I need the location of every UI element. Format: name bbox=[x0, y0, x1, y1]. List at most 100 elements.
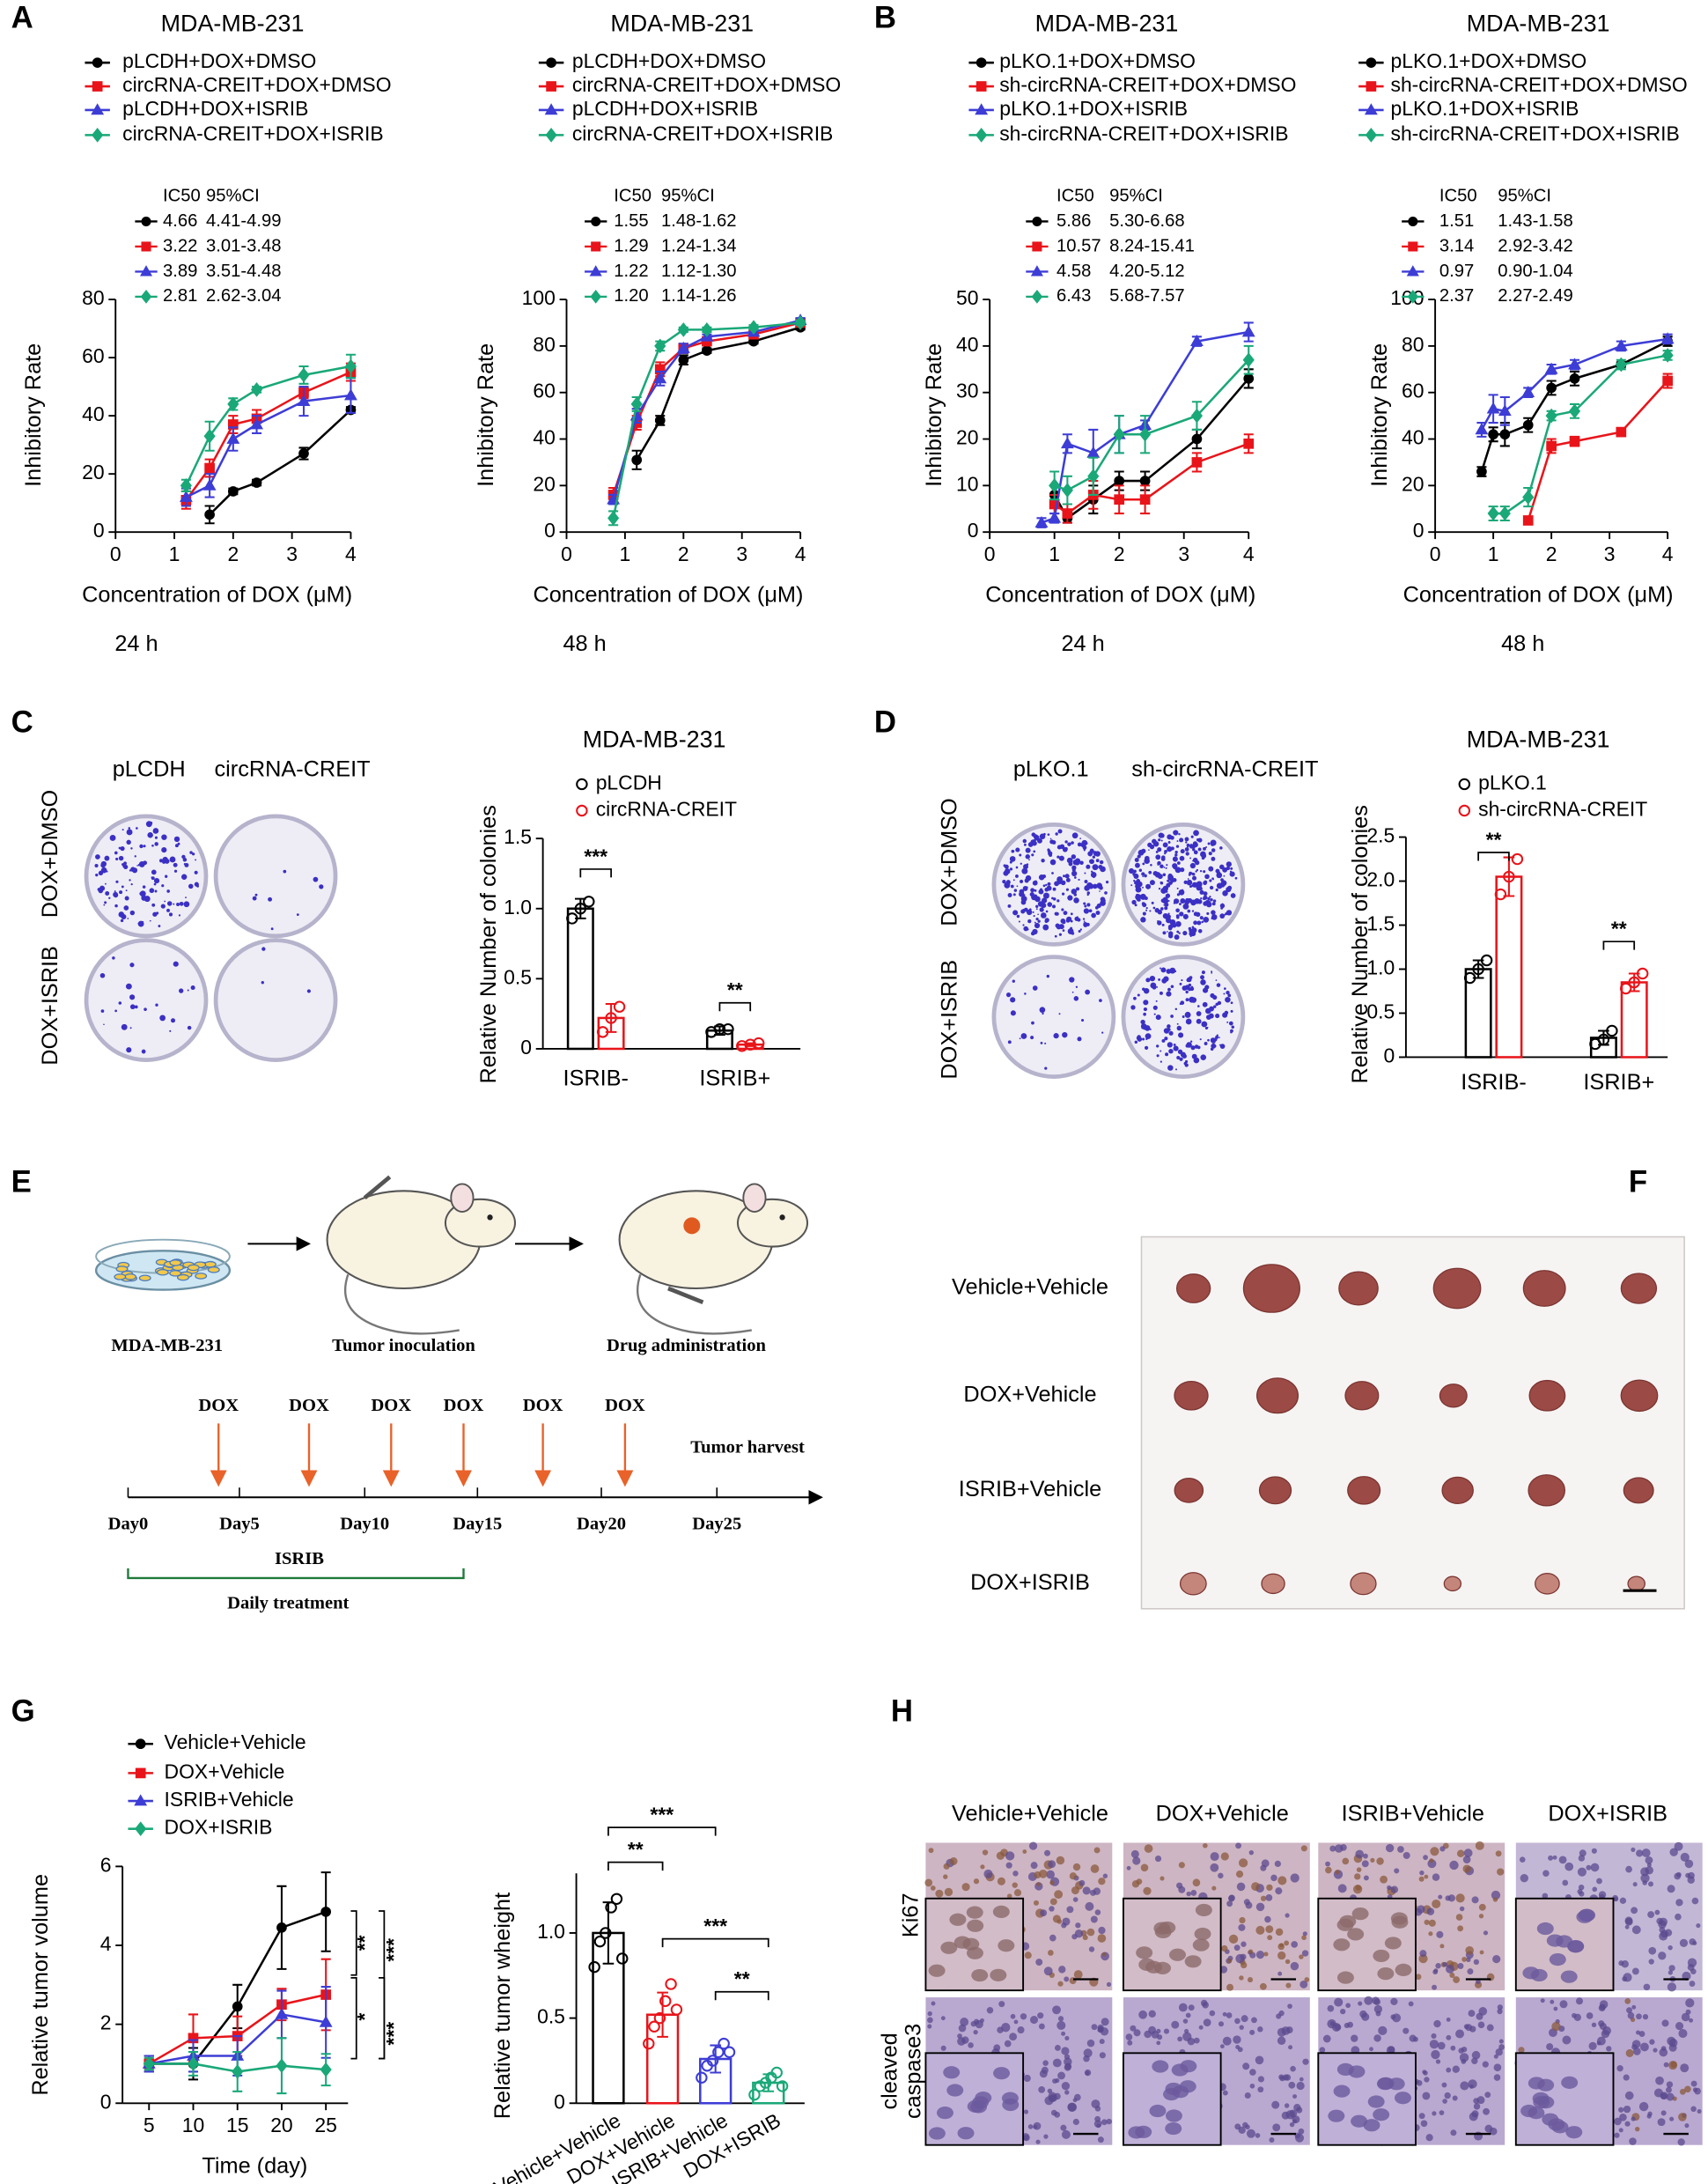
colony bbox=[1143, 1000, 1149, 1006]
colony bbox=[1055, 832, 1058, 836]
nucleus bbox=[1385, 1843, 1395, 1853]
y-axis-label: Relative tumor wheight bbox=[490, 1893, 515, 2119]
colony bbox=[158, 925, 161, 927]
nucleus bbox=[1052, 2005, 1061, 2015]
replicate-point bbox=[566, 912, 578, 925]
colony bbox=[1096, 905, 1099, 909]
replicate-point bbox=[1628, 976, 1640, 989]
nucleus bbox=[1049, 1934, 1056, 1942]
nucleus-zoom bbox=[1384, 1937, 1402, 1950]
nucleus bbox=[1083, 2048, 1093, 2058]
nucleus bbox=[1157, 2034, 1163, 2040]
nucleus bbox=[1471, 2057, 1478, 2065]
colony bbox=[1174, 934, 1180, 941]
tumor-specimen bbox=[1439, 1383, 1468, 1408]
ic50-key-marker bbox=[1408, 216, 1418, 227]
nucleus bbox=[1057, 1981, 1064, 1987]
nucleus bbox=[1631, 1907, 1638, 1915]
x-axis-label: Time (day) bbox=[202, 2154, 307, 2179]
nucleus bbox=[1106, 2118, 1112, 2125]
significance-bracket bbox=[718, 1001, 752, 1012]
legend-label: DOX+ISRIB bbox=[165, 1816, 273, 1839]
data-point bbox=[1062, 508, 1073, 519]
legend-marker bbox=[546, 81, 556, 92]
colony bbox=[136, 865, 138, 867]
nucleus bbox=[1436, 1930, 1444, 1938]
colony bbox=[1203, 917, 1210, 923]
y-tick-label: 1.0 bbox=[1366, 956, 1395, 979]
colony bbox=[1009, 856, 1016, 862]
colony bbox=[1027, 842, 1034, 847]
nucleus bbox=[1669, 1848, 1678, 1856]
nucleus bbox=[1043, 2134, 1049, 2139]
dose-label: DOX bbox=[444, 1396, 484, 1415]
colony bbox=[1182, 1015, 1185, 1018]
colony bbox=[1191, 875, 1197, 881]
nucleus bbox=[1623, 2074, 1630, 2081]
colony bbox=[1004, 882, 1011, 889]
nucleus bbox=[1435, 2059, 1441, 2064]
colony bbox=[1012, 910, 1019, 916]
replicate-point bbox=[574, 903, 587, 915]
nucleus bbox=[1067, 2102, 1077, 2112]
significance-bracket bbox=[1477, 852, 1510, 861]
nucleus bbox=[1548, 1855, 1554, 1861]
nucleus bbox=[1138, 2010, 1148, 2019]
legend-marker bbox=[975, 57, 987, 69]
nucleus bbox=[940, 2045, 946, 2051]
tumor-specimen bbox=[1441, 1476, 1474, 1504]
nucleus bbox=[1425, 2134, 1433, 2142]
colony bbox=[134, 1005, 138, 1009]
data-point bbox=[203, 428, 216, 444]
nucleus bbox=[1430, 1847, 1439, 1856]
colony bbox=[139, 892, 143, 896]
colony bbox=[1015, 874, 1019, 878]
nucleus bbox=[1058, 1966, 1066, 1974]
nucleus bbox=[1363, 1875, 1369, 1881]
colony bbox=[1062, 929, 1065, 932]
nucleus bbox=[1006, 1893, 1012, 1899]
nucleus bbox=[1375, 2011, 1381, 2017]
colony bbox=[1179, 903, 1182, 905]
colony bbox=[99, 972, 106, 978]
nucleus bbox=[1259, 1982, 1267, 1990]
data-point bbox=[1569, 436, 1580, 447]
nucleus bbox=[1433, 1968, 1439, 1974]
colony bbox=[1175, 920, 1182, 927]
colony bbox=[1032, 985, 1038, 991]
data-point bbox=[1241, 325, 1255, 337]
data-point bbox=[1242, 352, 1255, 368]
nucleus bbox=[1625, 2048, 1634, 2057]
nucleus bbox=[1655, 2076, 1664, 2085]
row-label: Vehicle+Vehicle bbox=[952, 1275, 1108, 1300]
colony bbox=[1160, 907, 1164, 911]
legend-marker bbox=[1458, 804, 1471, 817]
colony bbox=[1183, 880, 1188, 884]
nucleus bbox=[1420, 2120, 1428, 2128]
colony bbox=[1215, 888, 1218, 892]
nucleus-zoom bbox=[1367, 2095, 1385, 2108]
colony bbox=[1159, 991, 1163, 995]
cell bbox=[169, 1259, 182, 1266]
nucleus bbox=[1550, 1999, 1555, 2004]
colony bbox=[1060, 919, 1066, 924]
nucleus bbox=[1387, 1885, 1392, 1891]
colony bbox=[1031, 1021, 1034, 1025]
colony bbox=[151, 903, 156, 907]
nucleus bbox=[1054, 2111, 1061, 2118]
nucleus bbox=[1278, 2010, 1285, 2017]
nucleus bbox=[1255, 1925, 1265, 1935]
colony bbox=[1071, 889, 1078, 895]
nucleus bbox=[1439, 2110, 1445, 2115]
colony bbox=[1165, 1052, 1169, 1057]
colony bbox=[1087, 851, 1093, 857]
colony bbox=[1204, 874, 1210, 880]
colony bbox=[1035, 917, 1039, 921]
nucleus bbox=[1376, 1857, 1384, 1865]
time-note: 24 h bbox=[1061, 631, 1104, 656]
colony bbox=[1167, 841, 1171, 844]
colony bbox=[124, 896, 129, 901]
colony bbox=[1189, 845, 1193, 849]
tumor-specimen bbox=[1174, 1380, 1209, 1411]
cell bbox=[177, 1273, 189, 1281]
